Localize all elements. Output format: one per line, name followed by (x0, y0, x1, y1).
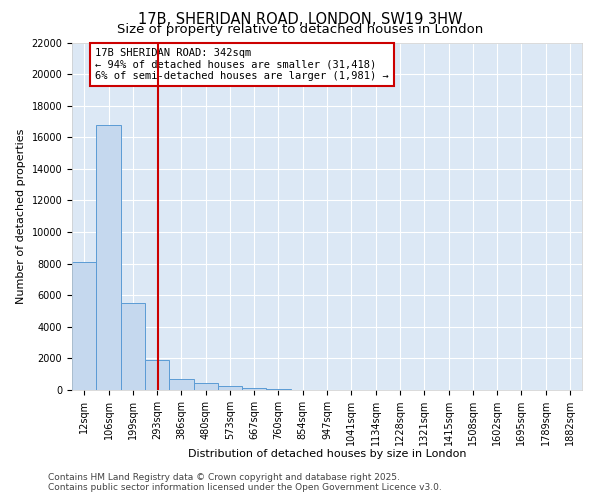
Text: 17B SHERIDAN ROAD: 342sqm
← 94% of detached houses are smaller (31,418)
6% of se: 17B SHERIDAN ROAD: 342sqm ← 94% of detac… (95, 48, 389, 81)
Bar (218, 386, 242, 390)
Text: Contains HM Land Registry data © Crown copyright and database right 2025.
Contai: Contains HM Land Registry data © Crown c… (48, 473, 442, 492)
X-axis label: Distribution of detached houses by size in London: Distribution of detached houses by size … (188, 450, 466, 460)
Bar (194, 384, 218, 390)
Bar (169, 379, 194, 390)
Bar (266, 389, 290, 390)
Bar (72, 262, 97, 390)
Bar (145, 360, 169, 390)
Y-axis label: Number of detached properties: Number of detached properties (16, 128, 26, 304)
Text: 17B, SHERIDAN ROAD, LONDON, SW19 3HW: 17B, SHERIDAN ROAD, LONDON, SW19 3HW (138, 12, 462, 28)
Bar (121, 303, 145, 390)
Bar (242, 388, 266, 390)
Text: Size of property relative to detached houses in London: Size of property relative to detached ho… (117, 22, 483, 36)
Bar (97, 124, 121, 390)
